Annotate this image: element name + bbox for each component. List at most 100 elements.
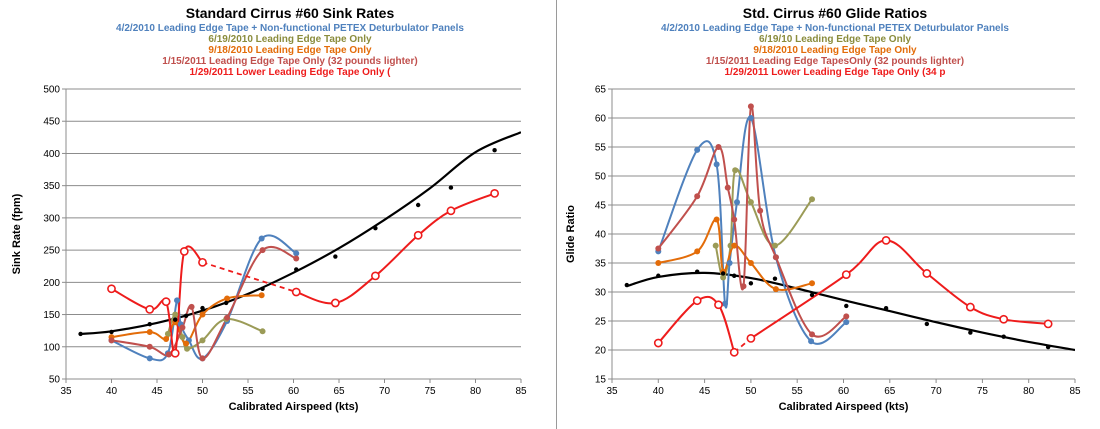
data-point — [291, 287, 301, 297]
data-point — [188, 303, 195, 310]
x-tick-label: 65 — [884, 386, 896, 397]
data-point — [198, 257, 207, 267]
chart-subtitle: 6/19/2010 Leading Edge Tape Only — [208, 34, 372, 45]
data-point — [179, 246, 189, 256]
x-tick-label: 50 — [197, 386, 209, 397]
data-point — [808, 338, 815, 345]
data-point — [694, 146, 701, 153]
y-tick-label: 500 — [43, 85, 60, 96]
x-tick-label: 50 — [745, 386, 757, 397]
data-point — [330, 298, 340, 308]
data-point — [293, 250, 300, 257]
data-point — [720, 271, 726, 276]
data-point — [968, 330, 973, 335]
data-point — [809, 196, 816, 203]
data-point — [145, 304, 155, 314]
data-point — [771, 242, 778, 249]
data-point — [714, 300, 723, 310]
data-point — [446, 206, 456, 216]
data-point — [183, 340, 190, 347]
data-point — [809, 292, 815, 298]
chart-title: Std. Cirrus #60 Glide Ratios — [743, 5, 928, 21]
data-point — [78, 331, 83, 337]
data-point — [720, 274, 727, 281]
y-tick-label: 15 — [595, 375, 607, 386]
y-tick-label: 200 — [43, 278, 60, 289]
chart-subtitle: 9/18/2010 Leading Edge Tape Only — [208, 45, 372, 56]
data-point — [200, 305, 205, 311]
y-axis-label: Glide Ratio — [565, 205, 577, 263]
y-tick-label: 60 — [595, 114, 607, 125]
data-point — [333, 254, 338, 259]
panel-divider — [556, 0, 557, 429]
y-tick-label: 250 — [43, 246, 60, 257]
x-axis-label: Calibrated Airspeed (kts) — [779, 401, 909, 413]
series-line — [295, 192, 495, 305]
data-point — [809, 331, 816, 338]
y-tick-label: 100 — [43, 342, 60, 353]
data-point — [146, 343, 153, 350]
data-point — [146, 328, 153, 335]
data-point — [415, 202, 421, 208]
data-point — [726, 260, 733, 266]
data-point — [224, 314, 231, 321]
y-tick-label: 450 — [43, 117, 60, 128]
chart-subtitle: 4/2/2010 Leading Edge Tape + Non-functio… — [661, 23, 1009, 34]
data-point — [653, 338, 663, 348]
data-point — [721, 300, 728, 307]
data-point — [734, 199, 741, 206]
data-point — [881, 235, 891, 245]
y-axis-label: Sink Rate (fpm) — [11, 193, 23, 274]
data-point — [694, 269, 700, 274]
data-point — [809, 280, 816, 287]
data-point — [294, 267, 299, 272]
data-point — [843, 319, 850, 326]
data-point — [747, 199, 754, 206]
plot-area — [78, 131, 521, 362]
data-point — [293, 255, 300, 262]
data-point — [655, 260, 662, 266]
data-point — [170, 348, 180, 358]
data-point — [199, 337, 206, 344]
chart-subtitle: 1/29/2011 Lower Leading Edge Tape Only (… — [724, 67, 945, 78]
x-tick-label: 85 — [515, 386, 527, 397]
data-point — [732, 273, 737, 278]
data-point — [492, 148, 497, 153]
y-tick-label: 50 — [49, 375, 61, 386]
series-line — [111, 234, 297, 362]
y-tick-label: 35 — [595, 259, 607, 270]
y-tick-label: 350 — [43, 181, 60, 192]
data-point — [731, 242, 738, 249]
data-point — [165, 351, 172, 358]
data-point — [258, 292, 265, 299]
series-line — [750, 239, 1049, 340]
y-tick-label: 20 — [595, 346, 607, 357]
x-axis-label: Calibrated Airspeed (kts) — [229, 401, 359, 413]
data-point — [692, 296, 702, 306]
data-point — [844, 303, 849, 309]
y-tick-label: 150 — [43, 310, 60, 321]
x-tick-label: 55 — [792, 386, 804, 397]
y-tick-label: 50 — [595, 172, 607, 183]
data-point — [260, 286, 265, 291]
chart-subtitle: 1/15/2011 Leading Edge Tape Only (32 pou… — [162, 56, 417, 67]
data-point — [179, 324, 186, 331]
data-point — [161, 297, 171, 307]
data-point — [107, 284, 116, 294]
data-point — [259, 328, 266, 335]
x-tick-label: 75 — [424, 386, 436, 397]
x-tick-label: 80 — [470, 386, 482, 397]
x-tick-label: 55 — [242, 386, 254, 397]
chart-subtitle: 4/2/2010 Leading Edge Tape + Non-functio… — [116, 23, 464, 34]
data-point — [713, 216, 720, 223]
data-point — [694, 248, 701, 255]
data-point — [147, 322, 152, 327]
x-tick-label: 35 — [606, 386, 618, 397]
chart-subtitle: 9/18/2010 Leading Edge Tape Only — [753, 45, 917, 56]
trend-line — [626, 271, 1075, 352]
data-point — [258, 235, 265, 242]
x-tick-label: 65 — [333, 386, 345, 397]
chart-subtitle: 1/15/2011 Leading Edge TapesOnly (32 pou… — [706, 56, 964, 67]
x-tick-label: 70 — [379, 386, 391, 397]
data-point — [922, 269, 932, 278]
